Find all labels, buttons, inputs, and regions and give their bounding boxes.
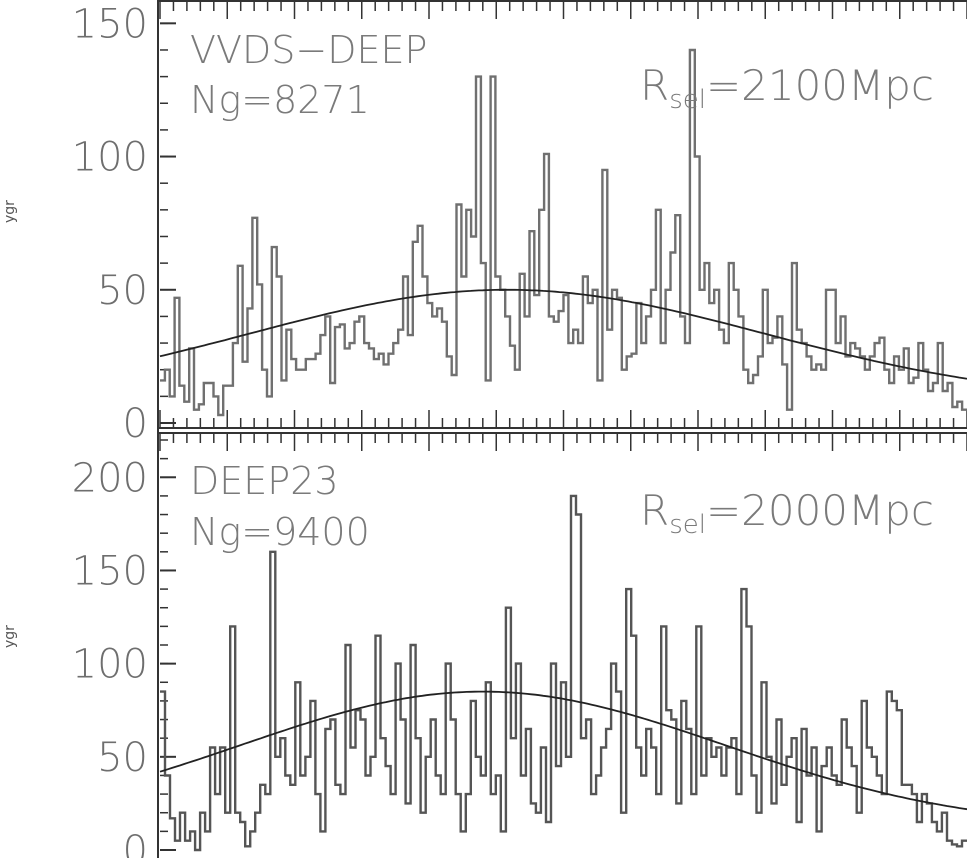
bottom-ytick-labels: 0 50 100 150 200 xyxy=(72,455,148,858)
top-ylabel: ygr xyxy=(2,200,18,223)
top-count-label: Ng=8271 xyxy=(190,78,370,122)
bottom-field-label: DEEP23 xyxy=(190,459,339,503)
ytick-label: 0 xyxy=(123,401,148,447)
top-rsel-value: =2100Mpc xyxy=(706,61,934,110)
bottom-ylabel: ygr xyxy=(2,625,18,648)
ytick-label: 100 xyxy=(72,642,148,688)
top-rsel-prefix: R xyxy=(640,61,669,110)
top-ticks xyxy=(159,1,967,428)
ytick-label: 150 xyxy=(72,1,148,47)
bottom-histogram xyxy=(160,494,967,852)
ytick-label: 50 xyxy=(97,268,148,314)
panel-top: 0 50 100 150 VVDS−DEEP Ng=8271 Rsel=2100Mpc… xyxy=(2,1,967,447)
top-model-curve xyxy=(159,288,967,380)
top-rsel-sub: sel xyxy=(669,85,706,115)
bottom-rsel-value: =2000Mpc xyxy=(706,486,934,535)
top-field-label: VVDS−DEEP xyxy=(190,28,427,72)
ytick-label: 50 xyxy=(97,735,148,781)
ytick-label: 150 xyxy=(72,548,148,594)
bottom-count-label: Ng=9400 xyxy=(190,510,370,554)
panel-bottom: 0 50 100 150 200 DEEP23 Ng=9400 Rsel=2000Mpc… xyxy=(2,433,967,858)
bottom-model-curve xyxy=(159,690,967,811)
bottom-rsel-sub: sel xyxy=(669,510,706,540)
bottom-rsel-label: Rsel=2000Mpc xyxy=(640,486,934,540)
top-rsel-label: Rsel=2100Mpc xyxy=(640,61,934,115)
top-ytick-labels: 0 50 100 150 xyxy=(72,1,148,447)
ytick-label: 0 xyxy=(123,828,148,858)
bottom-ticks xyxy=(159,433,967,851)
bottom-rsel-prefix: R xyxy=(640,486,669,535)
top-histogram xyxy=(160,48,967,417)
ytick-label: 200 xyxy=(72,455,148,501)
ytick-label: 100 xyxy=(72,135,148,181)
